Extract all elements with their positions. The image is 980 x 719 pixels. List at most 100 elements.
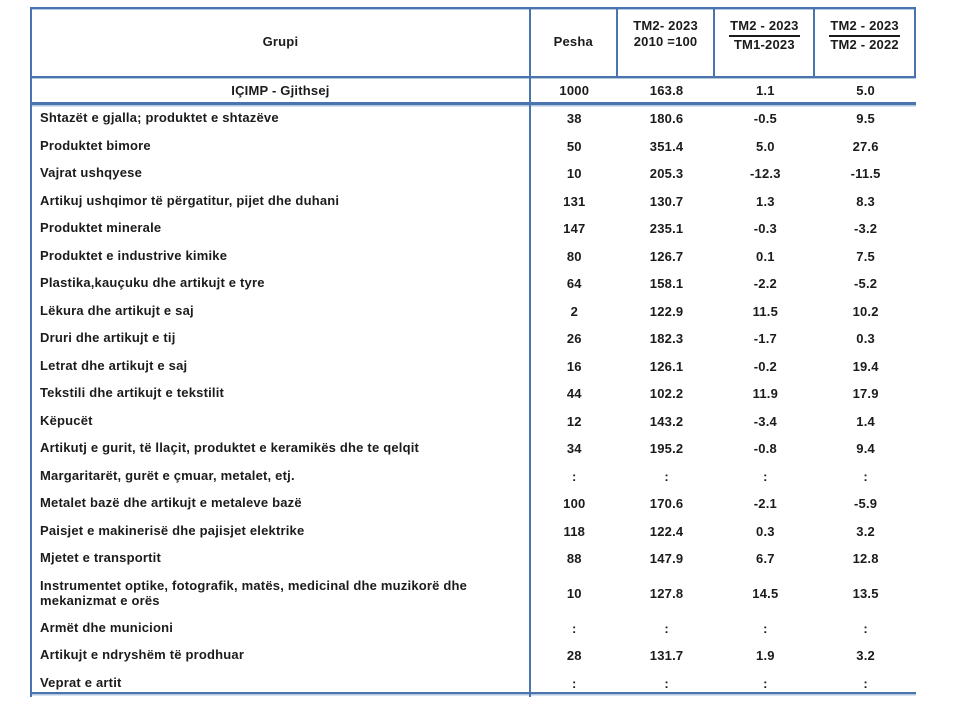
row-pesha-cell: : [572,468,577,484]
row-index-cell: 195.2 [649,441,684,457]
row-chg-q-cell: : [763,675,768,691]
table-row: Letrat dhe artikujt e saj 16 126.1 -0.2 … [32,352,916,380]
header-chg-y-denominator: TM2 - 2022 [830,37,899,53]
row-index-cell: 180.6 [649,111,684,127]
table-row: Produktet minerale 147 235.1 -0.3 -3.2 [32,215,916,243]
row-index-cell: 131.7 [649,648,684,664]
row-chg-y-cell: 10.2 [852,303,879,319]
row-chg-y-cell: : [863,468,868,484]
row-label-cell: Artikujt e ndryshëm të prodhuar [32,642,531,670]
row-label-cell: Artikutj e gurit, të llaçit, produktet e… [32,435,531,463]
row-chg-q-cell: : [763,620,768,636]
total-index-cell: 163.8 [649,82,684,98]
row-label-cell: Këpucët [32,407,531,435]
header-pesha-label: Pesha [553,34,593,50]
row-chg-y-cell: 12.8 [852,551,879,567]
row-chg-q-cell: 6.7 [756,551,775,567]
row-chg-y-cell: 3.2 [856,523,875,539]
row-label-cell: Artikuj ushqimor të përgatitur, pijet dh… [32,187,531,215]
table-row: Plastika,kauçuku dhe artikujt e tyre 64 … [32,270,916,298]
row-label-cell: Shtazët e gjalla; produktet e shtazëve [32,105,531,133]
row-pesha-cell: 80 [566,248,582,264]
table-header-row: Grupi Pesha TM2- 2023 2010 =100 TM2 - 20… [32,7,917,78]
row-pesha-cell: 88 [566,551,582,567]
row-chg-q-cell: -1.7 [753,331,777,347]
table-row: Produktet bimore 50 351.4 5.0 27.6 [32,132,916,160]
table-row: Paisjet e makinerisë dhe pajisjet elektr… [32,517,916,545]
row-chg-y-cell: 0.3 [856,331,875,347]
row-chg-y-cell: 17.9 [852,386,879,402]
import-price-index-table: Grupi Pesha TM2- 2023 2010 =100 TM2 - 20… [30,7,917,697]
row-index-cell: 130.7 [649,193,684,209]
header-grupi-label: Grupi [262,34,299,50]
row-index-cell: : [664,468,669,484]
row-pesha-cell: 10 [566,586,582,601]
table-row: Vajrat ushqyese 10 205.3 -12.3 -11.5 [32,160,916,188]
row-label-cell: Produktet e industrive kimike [32,242,531,270]
row-chg-y-cell: -11.5 [850,166,881,182]
row-label-cell: Druri dhe artikujt e tij [32,325,531,353]
row-label-cell: Metalet bazë dhe artikujt e metaleve baz… [32,490,531,518]
table-row: Metalet bazë dhe artikujt e metaleve baz… [32,490,916,518]
table-row: Lëkura dhe artikujt e saj 2 122.9 11.5 1… [32,297,916,325]
row-index-cell: 122.9 [649,303,684,319]
row-index-cell: 205.3 [649,166,684,182]
row-chg-q-cell: 0.3 [756,523,775,539]
row-chg-q-cell: -2.2 [753,276,777,292]
row-pesha-cell: 44 [566,386,582,402]
row-label-cell: Vajrat ushqyese [32,160,531,188]
row-chg-q-cell: -3.4 [753,413,777,429]
header-change-vs-prev-year: TM2 - 2023 TM2 - 2022 [815,9,917,76]
row-chg-q-cell: -2.1 [753,496,777,512]
header-change-vs-prev-quarter: TM2 - 2023 TM1-2023 [715,9,816,76]
total-row: IÇIMP - Gjithsej 1000 163.8 1.1 5.0 [32,78,916,105]
table-row: Artikutj e gurit, të llaçit, produktet e… [32,435,916,463]
header-chg-q-denominator: TM1-2023 [733,37,795,53]
header-index-2010: TM2- 2023 2010 =100 [618,9,716,76]
table-row: Artikujt e ndryshëm të prodhuar 28 131.7… [32,642,916,670]
row-chg-q-cell: 1.9 [756,648,775,664]
row-index-cell: 126.1 [649,358,684,374]
row-label-cell: Letrat dhe artikujt e saj [32,352,531,380]
row-chg-y-cell: 9.4 [856,441,875,457]
row-chg-q-cell: 0.1 [756,248,775,264]
row-label-cell: Produktet minerale [32,215,531,243]
row-chg-q-cell: 11.5 [752,303,779,319]
row-pesha-cell: 28 [566,648,582,664]
table-row: Këpucët 12 143.2 -3.4 1.4 [32,407,916,435]
row-pesha-cell: 2 [570,303,578,319]
row-chg-y-cell: 13.5 [852,586,879,601]
total-chg-y-cell: 5.0 [856,82,875,98]
row-pesha-cell: : [572,620,577,636]
row-label-cell: Lëkura dhe artikujt e saj [32,297,531,325]
table-row: Tekstili dhe artikujt e tekstilit 44 102… [32,380,916,408]
row-chg-q-cell: : [763,468,768,484]
row-label-cell: Margaritarët, gurët e çmuar, metalet, et… [32,462,531,490]
row-pesha-cell: 147 [563,221,586,237]
row-pesha-cell: 50 [566,138,582,154]
row-index-cell: 102.2 [649,386,684,402]
row-index-cell: 182.3 [649,331,684,347]
row-chg-q-cell: 1.3 [756,193,775,209]
header-chg-y-numerator: TM2 - 2023 [829,18,900,38]
row-pesha-cell: 16 [566,358,582,374]
row-chg-y-cell: 19.4 [852,358,879,374]
table-row: Veprat e artit : : : : [32,669,916,697]
row-chg-y-cell: -3.2 [854,221,878,237]
row-label-cell: Tekstili dhe artikujt e tekstilit [32,380,531,408]
row-index-cell: 351.4 [649,138,684,154]
row-index-cell: 126.7 [649,248,684,264]
row-chg-q-cell: -0.8 [753,441,777,457]
total-label-cell: IÇIMP - Gjithsej [32,78,531,102]
header-chg-q-numerator: TM2 - 2023 [729,18,800,38]
row-chg-q-cell: -0.3 [753,221,777,237]
row-chg-q-cell: -12.3 [750,166,781,182]
table-row: Armët dhe municioni : : : : [32,614,916,642]
row-pesha-cell: 100 [563,496,586,512]
table-body: Shtazët e gjalla; produktet e shtazëve 3… [32,105,916,697]
table-row: Druri dhe artikujt e tij 26 182.3 -1.7 0… [32,325,916,353]
row-chg-y-cell: : [863,620,868,636]
row-pesha-cell: 12 [566,413,582,429]
row-chg-q-cell: -0.5 [753,111,777,127]
total-chg-q-cell: 1.1 [756,82,775,98]
